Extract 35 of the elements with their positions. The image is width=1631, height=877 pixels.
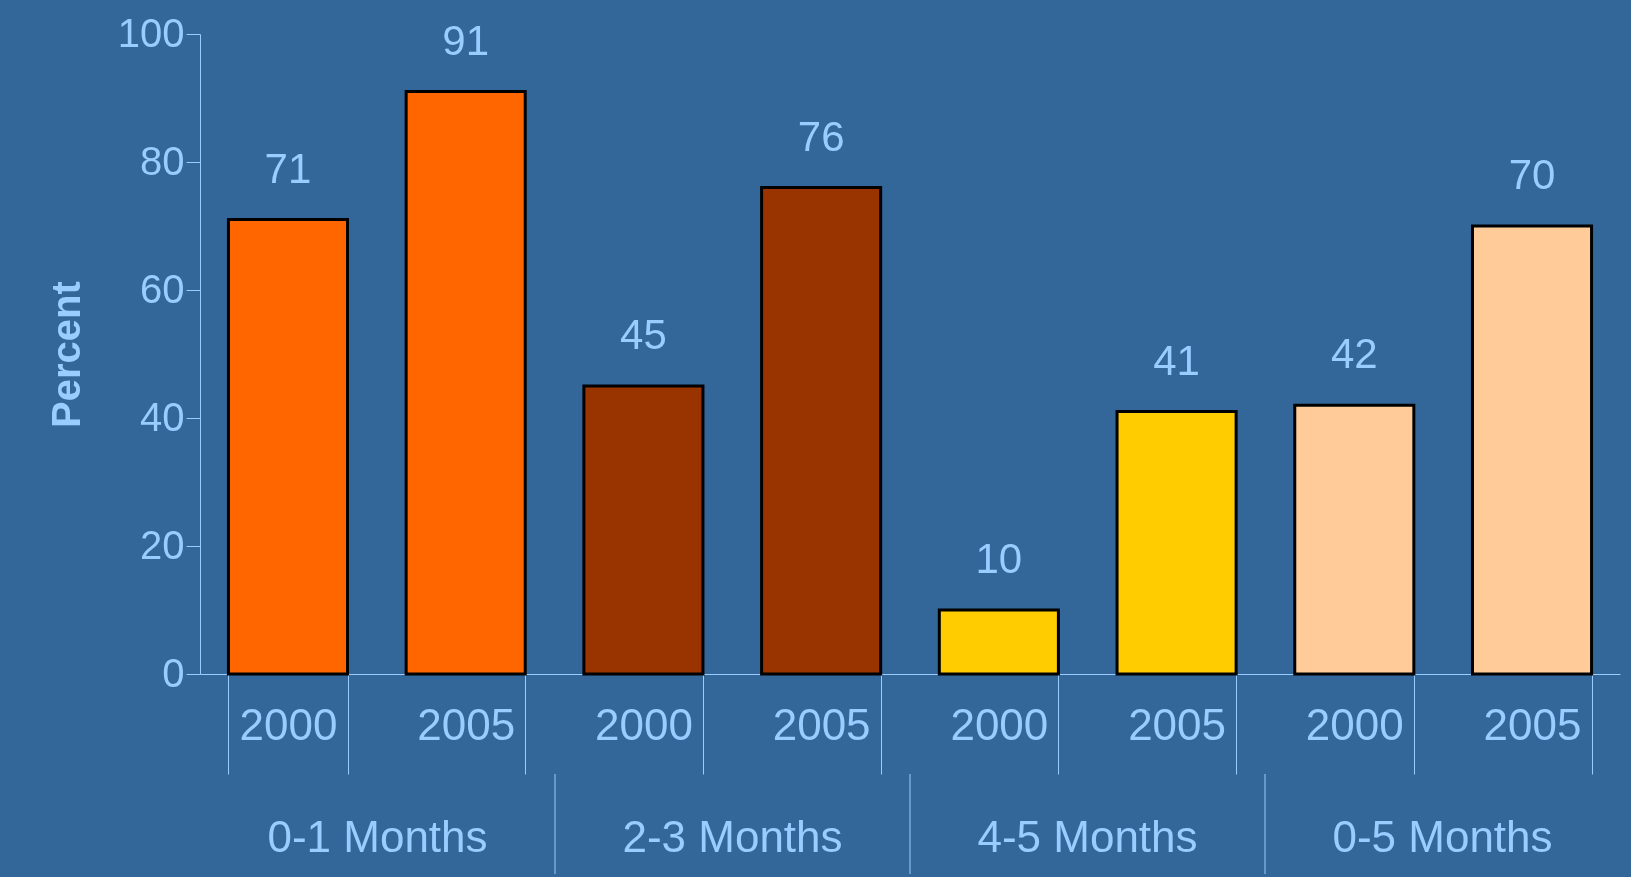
y-tick-label: 60 [140,266,185,311]
x-tick-label: 2000 [594,699,693,749]
text: 0-1 Months [267,812,488,861]
text: 0-5 Months [1332,812,1553,861]
y-tick-label: 20 [140,522,185,567]
data-label: 91 [442,16,490,64]
data-label: 70 [1508,151,1556,198]
bar [937,608,1060,676]
x-tick-label: 2000 [1305,699,1404,749]
data-label: 76 [797,112,845,160]
x-tick-label: 2005 [1128,699,1227,749]
data-label: 10 [975,535,1023,582]
bar [582,384,705,676]
text: 2-3 Months [622,812,843,861]
data-label: 41 [1153,336,1200,384]
x-tick-label: 2000 [239,699,338,749]
text: 4-5 Months [977,812,1198,861]
bar [1115,410,1238,676]
data-label: 42 [1330,330,1378,378]
data-label: 45 [620,311,667,358]
x-tick-label: 2000 [950,699,1049,749]
x-tick-label: 2005 [772,699,871,749]
bar [226,218,350,676]
y-tick-label: 40 [140,394,185,439]
x-tick-label: 2005 [417,699,516,749]
x-tick-label: 2005 [1483,699,1582,749]
y-tick-label: 100 [117,10,185,55]
bar [404,90,527,676]
y-tick-label: 80 [140,138,185,183]
y-axis-title: Percent [43,281,88,428]
bar [1470,224,1594,676]
y-tick-label: 0 [162,650,185,695]
bar [760,186,883,676]
data-label: 71 [264,144,312,192]
bar [1293,403,1416,676]
